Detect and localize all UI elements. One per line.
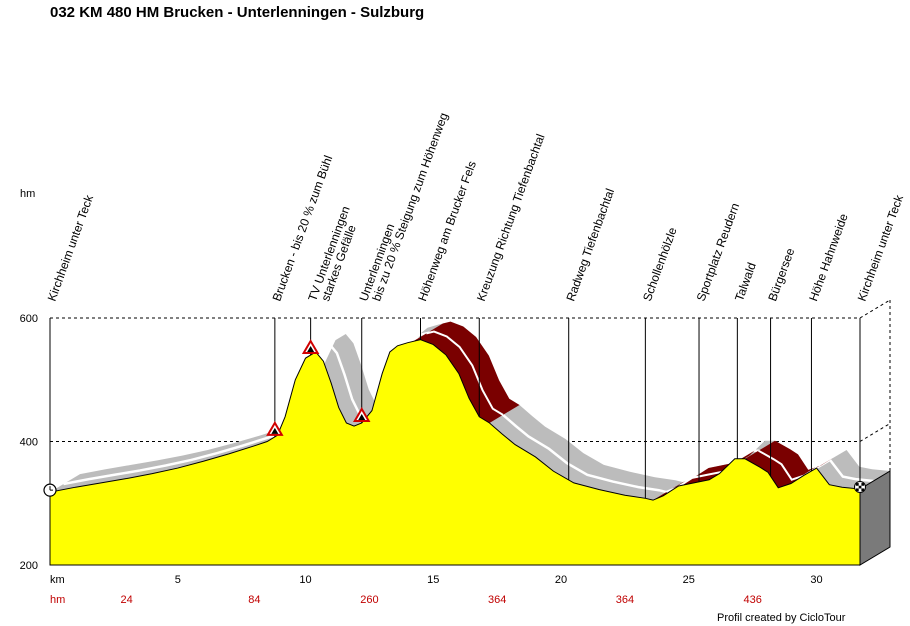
finish-checker-icon xyxy=(861,483,865,486)
warning-mark-icon xyxy=(358,413,366,420)
cumulative-hm-label: 84 xyxy=(248,594,260,606)
finish-checker-icon xyxy=(856,488,859,492)
waypoint-label-13: Kirchheim unter Teck xyxy=(855,192,907,303)
steep-segment-3 xyxy=(745,440,834,488)
waypoint-label-1: Kirchheim unter Teck xyxy=(45,192,97,303)
x-tick-label: 20 xyxy=(555,574,567,586)
cumulative-hm-label: 364 xyxy=(488,594,506,606)
profile-end-face xyxy=(859,470,891,566)
waypoint-label-11: Bürgersee xyxy=(765,246,797,303)
warning-mark-icon xyxy=(307,346,315,353)
waypoint-label-6: Kreuzung Richtung Tiefenbachtal xyxy=(474,132,548,303)
chart-title: 032 KM 480 HM Brucken - Unterlenningen -… xyxy=(50,4,425,21)
credit-text: Profil created by CicloTour xyxy=(717,612,846,624)
finish-checker-icon xyxy=(858,485,862,489)
cumulative-hm-label: 364 xyxy=(616,594,634,606)
cumulative-hm-label: 436 xyxy=(744,594,762,606)
x-tick-label: 5 xyxy=(175,574,181,586)
y-tick-label: 400 xyxy=(20,437,38,449)
y-tick-label: 200 xyxy=(20,560,38,572)
profile-area xyxy=(49,339,861,566)
x-tick-label: 25 xyxy=(683,574,695,586)
y-axis-title: hm xyxy=(20,188,35,200)
x-tick-label: 10 xyxy=(299,574,311,586)
grid-line-3d-400 xyxy=(859,423,891,442)
finish-checker-icon xyxy=(861,488,865,492)
steep-centerline-1 xyxy=(426,330,504,416)
steep-segment-1 xyxy=(412,321,520,423)
x-axis-title: km xyxy=(50,574,65,586)
x-tick-label: 15 xyxy=(427,574,439,586)
cumulative-hm-label: 260 xyxy=(360,594,378,606)
warning-mark-icon xyxy=(271,427,279,434)
x-tick-label: 30 xyxy=(810,574,822,586)
side-face-layer xyxy=(859,470,891,566)
waypoint-label-8: Schollenhölzle xyxy=(640,225,680,303)
waypoint-label-10: Talwald xyxy=(732,261,759,303)
profile-area-layer xyxy=(49,339,861,566)
y-tick-label: 600 xyxy=(20,313,38,325)
cumulative-hm-label: 24 xyxy=(121,594,133,606)
finish-checker-icon xyxy=(856,483,859,486)
waypoint-label-7: Radweg Tiefenbachtal xyxy=(563,187,617,303)
hm-row-title: hm xyxy=(50,594,65,606)
axis-labels-layer: 200 400 600 hm km 5 10 15 20 25 30 hm 24 84 260 364 364 4… xyxy=(20,188,823,606)
waypoint-label-12: Höhe Hahnweide xyxy=(806,211,851,303)
